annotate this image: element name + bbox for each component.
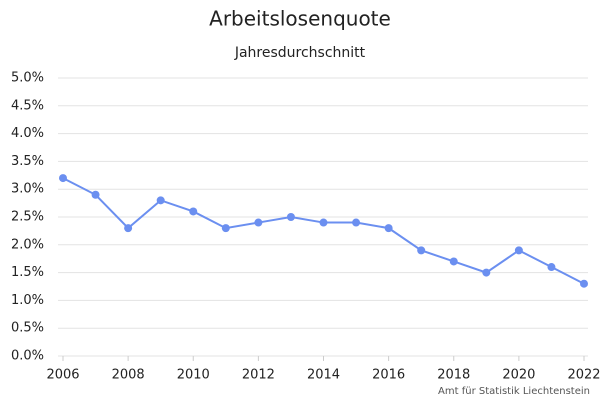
x-tick-label: 2010 xyxy=(177,368,210,383)
point xyxy=(124,224,133,233)
y-tick-label: 2.0% xyxy=(11,237,44,252)
point xyxy=(254,218,263,227)
x-tick-label: 2022 xyxy=(567,368,600,383)
point xyxy=(547,263,556,272)
x-tick-label: 2016 xyxy=(372,368,405,383)
x-tick-label: 2008 xyxy=(112,368,145,383)
y-tick-label: 0.5% xyxy=(11,321,44,336)
point xyxy=(580,279,588,288)
y-tick-label: 5.0% xyxy=(11,71,44,86)
point xyxy=(189,207,198,216)
y-tick-label: 4.5% xyxy=(11,98,44,113)
x-tick-label: 2006 xyxy=(46,368,79,383)
point xyxy=(286,213,295,221)
point xyxy=(319,218,328,227)
chart-title: Arbeitslosenquote xyxy=(209,7,391,31)
point xyxy=(449,257,458,266)
x-tick-label: 2014 xyxy=(307,368,340,383)
point xyxy=(91,190,100,199)
point xyxy=(384,224,393,233)
point xyxy=(417,246,426,255)
point xyxy=(59,174,67,183)
point xyxy=(156,196,165,205)
y-tick-label: 4.0% xyxy=(11,126,44,141)
y-tick-label: 1.5% xyxy=(11,265,44,280)
x-tick-label: 2018 xyxy=(437,368,470,383)
line xyxy=(62,177,585,285)
point xyxy=(352,218,361,227)
y-tick-label: 3.5% xyxy=(11,154,44,169)
x-tick-label: 2012 xyxy=(242,368,275,383)
y-tick-label: 2.5% xyxy=(11,210,44,225)
chart-subtitle: Jahresdurchschnitt xyxy=(234,45,366,61)
source-credit: Amt für Statistik Liechtenstein xyxy=(438,386,590,397)
point xyxy=(221,224,230,233)
point xyxy=(514,246,523,255)
point xyxy=(482,268,491,277)
y-tick-label: 1.0% xyxy=(11,293,44,308)
x-tick-label: 2020 xyxy=(502,368,535,383)
y-tick-label: 3.0% xyxy=(11,182,44,197)
y-tick-label: 0.0% xyxy=(11,349,44,364)
